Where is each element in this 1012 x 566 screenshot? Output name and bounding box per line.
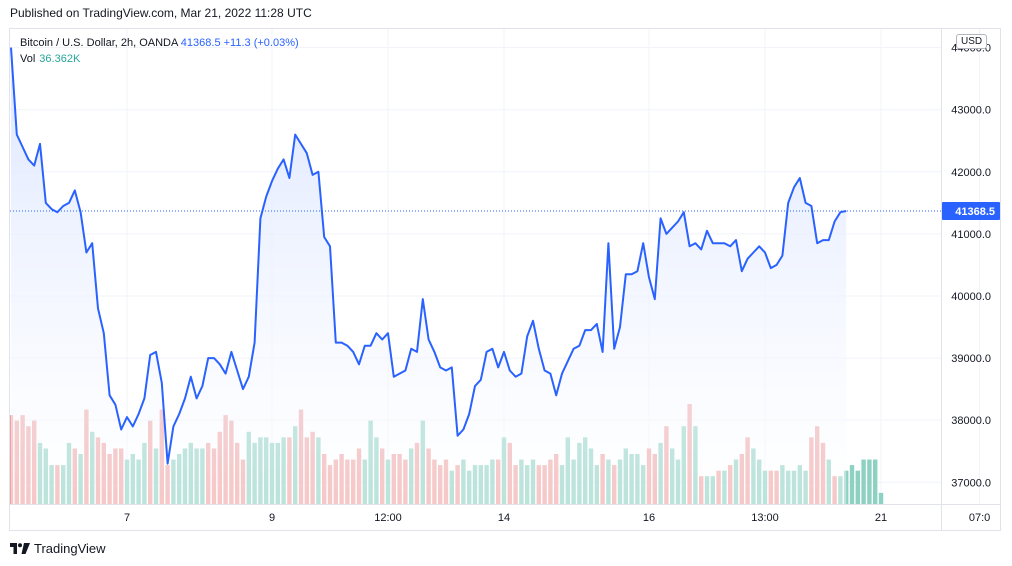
y-tick-label: 38000.0 <box>951 415 991 427</box>
last-price-tag-label: 41368.5 <box>955 206 995 218</box>
legend-volume-row: Vol 36.362K <box>20 51 299 67</box>
x-tick-label: 7 <box>124 512 130 524</box>
legend-change: +11.3 <box>223 37 251 49</box>
x-tick-label: 16 <box>643 512 655 524</box>
published-caption: Published on TradingView.com, Mar 21, 20… <box>10 6 312 20</box>
x-tick-label: 21 <box>875 512 887 524</box>
legend-symbol[interactable]: Bitcoin / U.S. Dollar, 2h, OANDA <box>20 37 178 49</box>
volume-bar <box>873 459 878 504</box>
y-tick-label: 37000.0 <box>951 477 991 489</box>
volume-bar <box>861 459 866 504</box>
legend-change-pct: (+0.03%) <box>253 37 299 49</box>
tradingview-logo-icon <box>10 542 30 554</box>
legend-main-row: Bitcoin / U.S. Dollar, 2h, OANDA 41368.5… <box>20 35 299 51</box>
y-tick-label: 40000.0 <box>951 291 991 303</box>
volume-bar <box>878 492 884 504</box>
footer-brand[interactable]: TradingView <box>10 541 106 556</box>
y-tick-label: 42000.0 <box>951 167 991 179</box>
price-area-fill <box>11 47 847 504</box>
volume-bar <box>849 465 855 504</box>
y-tick-label: 43000.0 <box>951 105 991 117</box>
y-tick-label: 41000.0 <box>951 229 991 241</box>
x-tick-label: 13:00 <box>751 512 779 524</box>
price-line <box>10 47 847 465</box>
x-tick-label: 14 <box>498 512 510 524</box>
x-tick-label: 9 <box>269 512 275 524</box>
legend-last-price: 41368.5 <box>180 37 221 49</box>
volume-bar <box>855 470 860 504</box>
legend-volume-value: 36.362K <box>39 53 81 65</box>
x-tick-label: 12:00 <box>374 512 402 524</box>
last-price-tag <box>942 202 1000 221</box>
x-tick-label: 07:0 <box>969 512 990 524</box>
legend-volume-label[interactable]: Vol <box>20 53 36 65</box>
volume-bar <box>867 459 872 504</box>
y-tick-label: 39000.0 <box>951 353 991 365</box>
price-chart[interactable]: 44000.043000.042000.041000.040000.039000… <box>10 29 1000 530</box>
footer-brand-label: TradingView <box>34 541 106 556</box>
chart-container[interactable]: 44000.043000.042000.041000.040000.039000… <box>9 28 1001 531</box>
currency-button[interactable]: USD <box>956 34 988 49</box>
chart-legend: Bitcoin / U.S. Dollar, 2h, OANDA 41368.5… <box>20 35 299 67</box>
